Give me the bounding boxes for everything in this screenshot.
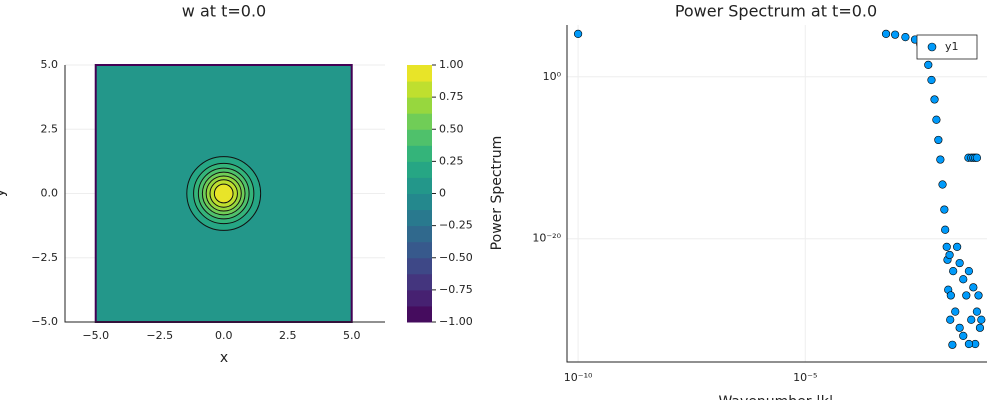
colorbar-tick-label: −0.25 (439, 219, 473, 232)
point (946, 315, 955, 324)
colorbar-tick-label: 0.75 (439, 90, 464, 103)
point (927, 75, 936, 85)
colorbar-label: Power Spectrum (489, 136, 505, 251)
colorbar-band (407, 177, 432, 194)
point (955, 323, 964, 332)
point (945, 250, 954, 260)
chart-title: Power Spectrum at t=0.0 (675, 2, 877, 21)
point (934, 135, 943, 145)
colorbar-band (407, 273, 432, 291)
point (942, 242, 951, 251)
axis-line (566, 25, 987, 363)
point (955, 258, 964, 268)
point (948, 340, 957, 349)
colorbar-tick-label: −0.75 (439, 283, 473, 296)
colorbar-band (407, 129, 432, 146)
x-tick-label: 5.0 (343, 329, 361, 342)
contour-line (213, 183, 234, 204)
axis-line (64, 65, 385, 323)
point (964, 339, 974, 349)
x-tick-label: 10⁻⁵ (793, 371, 817, 384)
point (901, 33, 910, 42)
colorbar-band (407, 97, 432, 114)
legend-marker (927, 42, 937, 52)
x-tick-label: −5.0 (82, 329, 109, 342)
point (953, 242, 962, 251)
point (573, 29, 583, 38)
x-tick-label: 0.0 (215, 329, 233, 342)
x-axis-label: Wavenumber |k| (718, 394, 833, 400)
point (969, 283, 978, 292)
point (977, 315, 986, 324)
colorbar-band (407, 305, 432, 323)
point (941, 225, 950, 234)
x-tick-label: −2.5 (146, 329, 173, 342)
y-tick-label: 10⁰ (543, 70, 562, 83)
point (891, 30, 900, 39)
point (959, 331, 968, 341)
point (932, 115, 941, 124)
x-tick-label: 2.5 (279, 329, 297, 342)
point (940, 205, 949, 214)
chart-title: w at t=0.0 (182, 2, 266, 21)
point (881, 29, 891, 38)
y-tick-label: 5.0 (41, 58, 59, 71)
colorbar-tick-label: 1.00 (439, 58, 464, 71)
colorbar-band (407, 289, 432, 307)
point (949, 267, 958, 276)
y-axis-label: y (0, 189, 8, 197)
colorbar-tick-label: −1.00 (439, 315, 473, 328)
point (962, 291, 971, 300)
point (946, 291, 955, 300)
y-tick-label: −2.5 (31, 251, 58, 264)
y-tick-label: −5.0 (31, 315, 58, 328)
colorbar-band (407, 257, 432, 275)
point (972, 153, 982, 162)
colorbar-tick-label: 0 (439, 187, 446, 200)
colorbar-band (407, 193, 432, 211)
point (967, 315, 976, 324)
point (975, 323, 985, 332)
legend-box (916, 34, 978, 60)
point (938, 180, 947, 189)
legend-label: y1 (945, 40, 959, 53)
colorbar-band (407, 241, 432, 259)
point (936, 155, 945, 164)
y-tick-label: 2.5 (41, 122, 59, 135)
y-tick-label: 10⁻²⁰ (532, 232, 561, 245)
point (972, 307, 982, 316)
x-axis-label: x (220, 350, 228, 366)
colorbar-band (407, 145, 432, 162)
point (951, 307, 960, 316)
colorbar-band (407, 225, 432, 243)
point (930, 95, 939, 104)
point (964, 267, 974, 276)
colorbar-tick-label: 0.50 (439, 122, 464, 135)
point (974, 291, 983, 300)
point (959, 275, 968, 284)
colorbar-band (407, 161, 432, 178)
colorbar-tick-label: −0.50 (439, 251, 473, 264)
colorbar-band (407, 81, 432, 98)
point (924, 60, 933, 69)
colorbar-band (407, 209, 432, 227)
colorbar-tick-label: 0.25 (439, 154, 464, 167)
colorbar-band (407, 65, 432, 82)
colorbar-band (407, 113, 432, 130)
x-tick-label: 10⁻¹⁰ (564, 371, 593, 384)
y-tick-label: 0.0 (41, 187, 59, 200)
